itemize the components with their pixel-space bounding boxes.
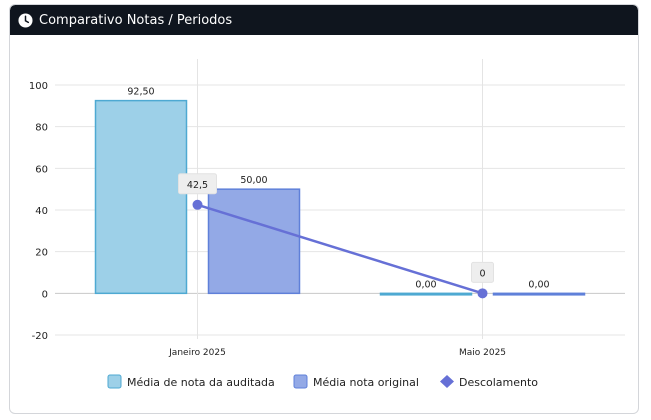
y-tick-label: 100 — [29, 81, 48, 92]
bar-data-label: 92,50 — [127, 87, 154, 98]
line-descolamento — [197, 203, 483, 295]
line-label-box — [178, 173, 217, 195]
y-tick-label: 40 — [35, 206, 48, 217]
chart-card: Comparativo Notas / Periodos -20 0 20 40 60 8… — [9, 4, 639, 414]
y-tick-label: -20 — [32, 331, 48, 342]
bar-data-label: 0,00 — [528, 279, 549, 290]
y-tick-label: 0 — [42, 289, 48, 300]
y-tick-label: 60 — [35, 164, 48, 175]
line-data-label: 0 — [479, 268, 485, 279]
bar — [492, 292, 586, 296]
line-point — [192, 199, 203, 210]
legend-swatch — [293, 374, 308, 389]
bar-data-label: 0,00 — [415, 279, 436, 290]
chart-area: -20 0 20 40 60 80 100 Janeiro 2025 Maio 2025 92,5… — [10, 35, 638, 413]
line-label-box — [471, 261, 494, 283]
card-title: Comparativo Notas / Periodos — [39, 12, 233, 28]
legend-swatch — [107, 374, 122, 389]
legend-label: Descolamento — [459, 376, 538, 389]
legend-label: Média de nota da auditada — [127, 376, 275, 389]
x-tick-label: Janeiro 2025 — [168, 348, 226, 358]
line-data-label: 42,5 — [187, 180, 208, 191]
y-tick-label: 80 — [35, 123, 48, 134]
comparison-chart: -20 0 20 40 60 80 100 Janeiro 2025 Maio 2025 92,5… — [29, 59, 625, 389]
clock-icon — [18, 12, 33, 28]
bar — [94, 99, 188, 295]
y-tick-label: 20 — [35, 248, 48, 259]
bar-data-label: 50,00 — [240, 175, 267, 186]
legend-label: Média nota original — [313, 376, 419, 389]
bar — [379, 292, 473, 296]
line-point — [477, 288, 488, 299]
card-header: Comparativo Notas / Periodos — [10, 5, 638, 35]
bar — [207, 188, 301, 295]
legend-swatch — [440, 375, 454, 388]
x-tick-label: Maio 2025 — [459, 348, 506, 358]
